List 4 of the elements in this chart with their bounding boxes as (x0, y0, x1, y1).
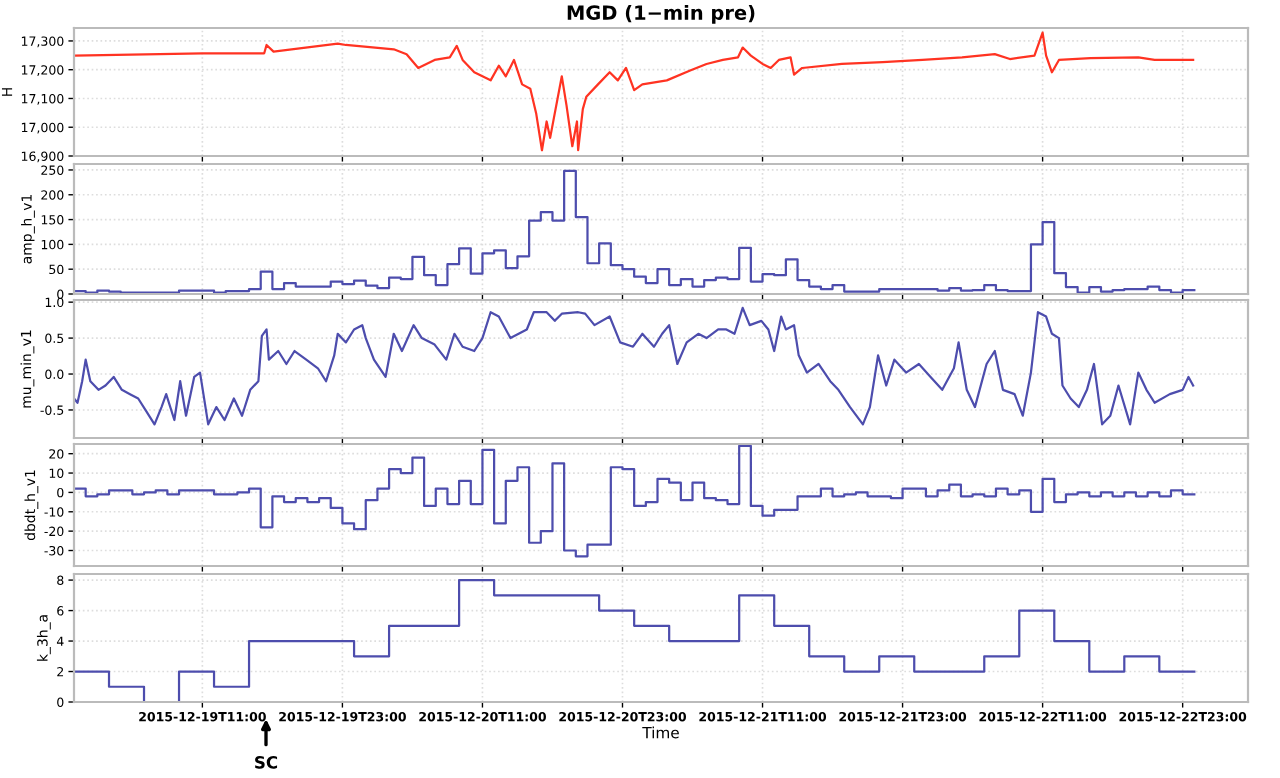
text: SC (255, 756, 278, 769)
line-series (74, 306, 1195, 426)
chart-title: MGD (1−min pre) (567, 4, 755, 24)
line-series (74, 31, 1195, 152)
